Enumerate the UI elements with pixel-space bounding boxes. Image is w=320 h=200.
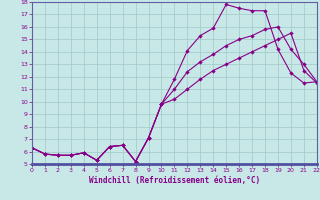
X-axis label: Windchill (Refroidissement éolien,°C): Windchill (Refroidissement éolien,°C) xyxy=(89,176,260,185)
